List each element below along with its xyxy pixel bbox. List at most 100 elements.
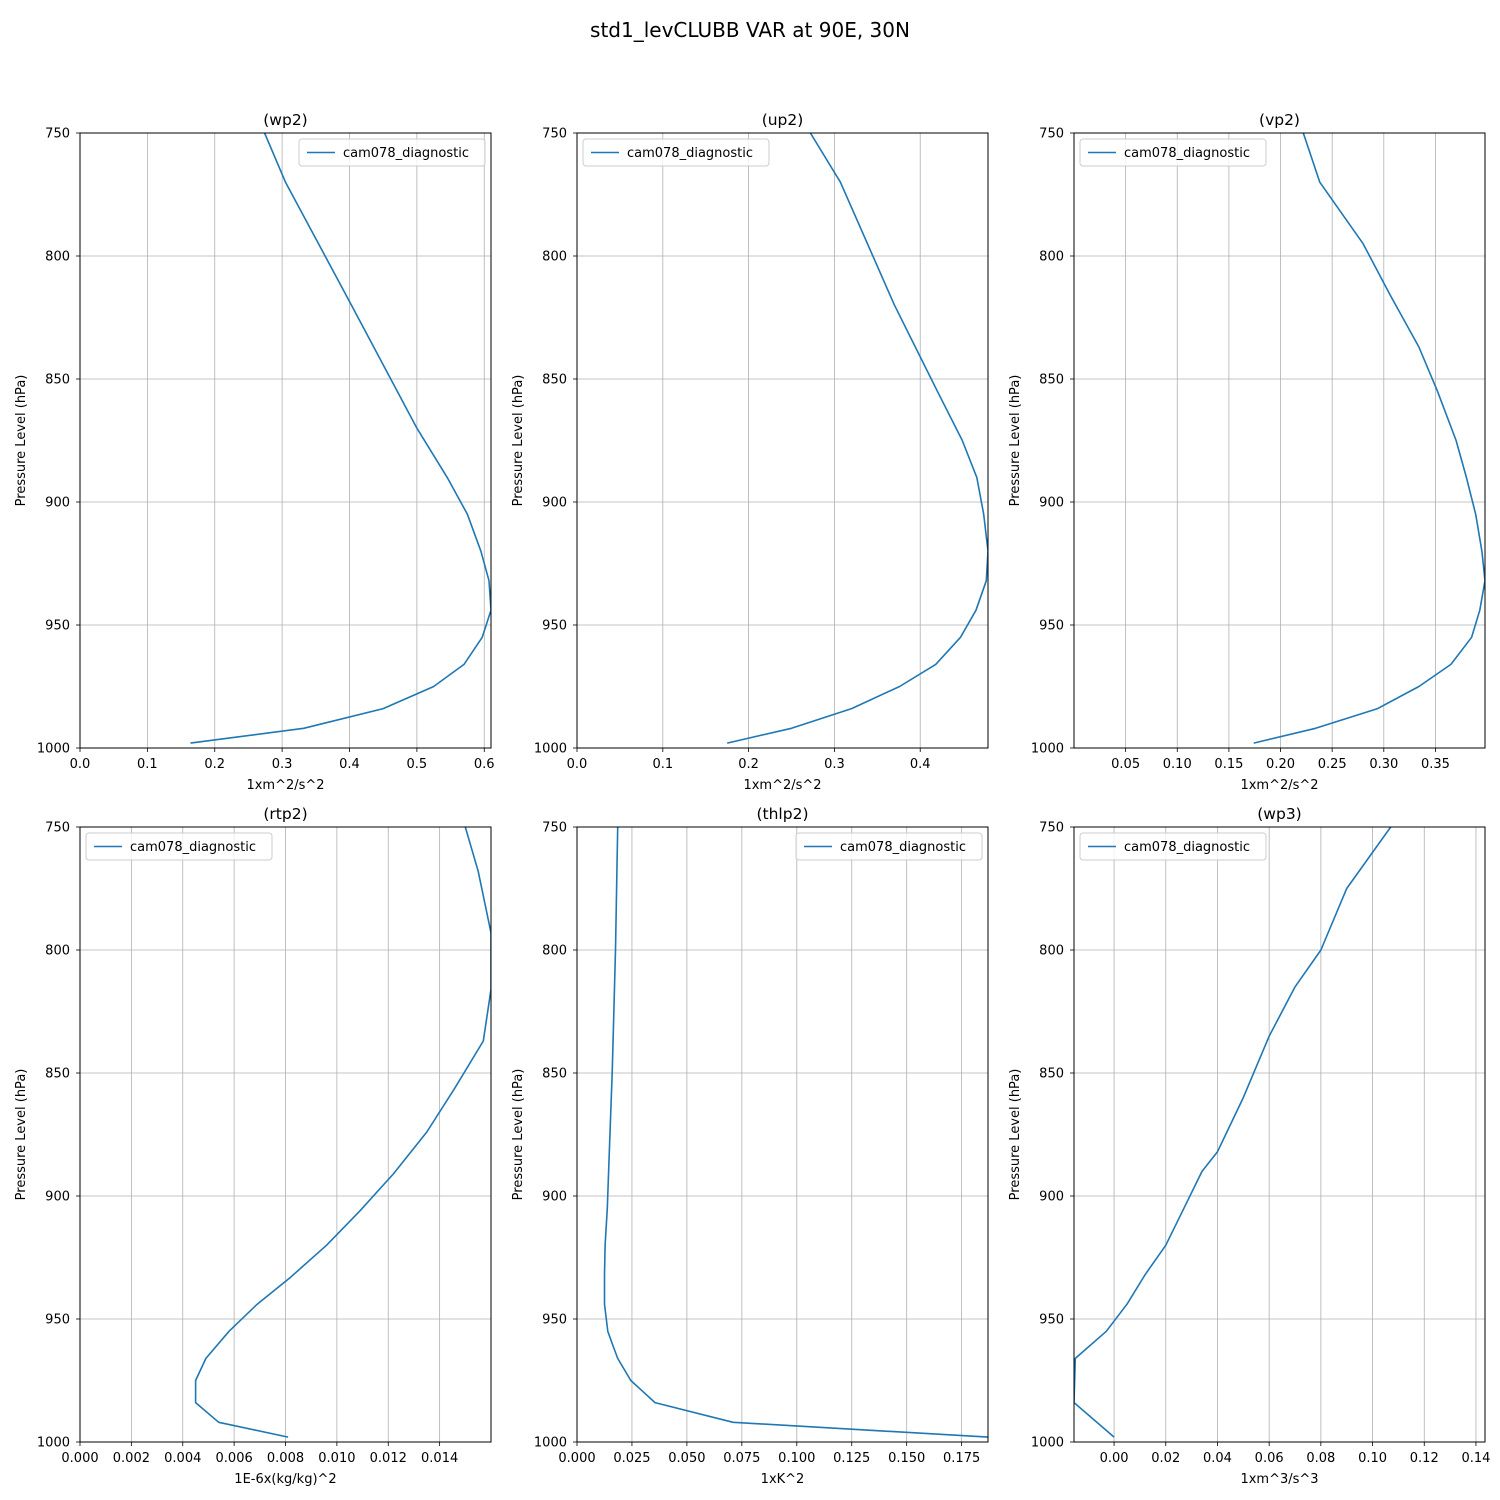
x-tick-label: 0.30	[1369, 757, 1398, 772]
y-tick-label: 900	[1039, 496, 1064, 511]
x-tick-label: 0.0	[70, 757, 91, 772]
y-axis-label: Pressure Level (hPa)	[511, 1069, 526, 1201]
y-axis-label: Pressure Level (hPa)	[511, 375, 526, 507]
y-tick-label: 1000	[1031, 742, 1064, 757]
y-axis-label: Pressure Level (hPa)	[1008, 375, 1023, 507]
x-tick-label: 0.4	[339, 757, 360, 772]
legend: cam078_diagnostic	[298, 138, 486, 167]
y-tick-label: 1000	[534, 742, 567, 757]
y-tick-label: 850	[542, 373, 567, 388]
x-tick-label: 0.025	[613, 1451, 650, 1466]
x-axis-label: 1xm^2/s^2	[1240, 778, 1318, 793]
y-tick-label: 1000	[1031, 1436, 1064, 1451]
y-tick-label: 800	[45, 250, 70, 265]
legend-label: cam078_diagnostic	[1124, 146, 1250, 161]
x-tick-label: 0.35	[1421, 757, 1450, 772]
x-tick-label: 0.125	[833, 1451, 870, 1466]
x-tick-label: 0.6	[474, 757, 495, 772]
axes-frame	[79, 132, 492, 749]
y-tick-label: 750	[542, 127, 567, 142]
y-tick-label: 800	[1039, 250, 1064, 265]
series-line	[603, 827, 988, 1438]
x-tick-label: 0.0	[567, 757, 588, 772]
x-tick-label: 0.08	[1306, 1451, 1335, 1466]
x-tick-label: 0.2	[204, 757, 225, 772]
x-tick-label: 0.050	[668, 1451, 705, 1466]
figure-title: std1_levCLUBB VAR at 90E, 30N	[590, 18, 910, 42]
y-tick-label: 950	[45, 1313, 70, 1328]
panel-title: (vp2)	[1259, 111, 1300, 129]
series-line	[194, 827, 491, 1438]
y-tick-label: 800	[45, 944, 70, 959]
x-tick-label: 0.12	[1410, 1451, 1439, 1466]
y-tick-label: 950	[542, 619, 567, 634]
legend-box	[298, 138, 486, 167]
y-tick-label: 850	[1039, 1067, 1064, 1082]
x-tick-label: 0.175	[943, 1451, 980, 1466]
series-line	[190, 133, 491, 744]
x-tick-label: 0.3	[824, 757, 845, 772]
x-tick-label: 0.00	[1100, 1451, 1129, 1466]
axes-frame	[576, 132, 989, 749]
panel-up2: 0.0 0.1 0.2 0.3 0.4 750 800 850 900 950 1000 (up2) 1…	[511, 111, 989, 793]
y-tick-label: 950	[45, 619, 70, 634]
panel-title: (wp3)	[1257, 805, 1301, 823]
y-axis-label: Pressure Level (hPa)	[14, 1069, 29, 1201]
y-tick-label: 950	[1039, 619, 1064, 634]
y-axis-label: Pressure Level (hPa)	[14, 375, 29, 507]
y-tick-label: 750	[542, 821, 567, 836]
y-tick-label: 900	[1039, 1190, 1064, 1205]
x-tick-label: 0.10	[1163, 757, 1192, 772]
y-tick-label: 900	[45, 1190, 70, 1205]
x-tick-label: 0.15	[1214, 757, 1243, 772]
y-tick-label: 800	[542, 250, 567, 265]
y-tick-label: 900	[542, 1190, 567, 1205]
series-line	[727, 133, 988, 744]
x-tick-label: 0.1	[137, 757, 158, 772]
panel-title: (thlp2)	[756, 805, 808, 823]
y-tick-label: 850	[1039, 373, 1064, 388]
panel-wp2: 0.0 0.1 0.2 0.3 0.4 0.5 0.6 750 800 850 900 950 1000…	[14, 111, 495, 793]
x-tick-label: 0.150	[888, 1451, 925, 1466]
legend-label: cam078_diagnostic	[130, 840, 256, 855]
axes-frame	[1073, 132, 1486, 749]
panel-title: (wp2)	[263, 111, 307, 129]
y-tick-label: 900	[45, 496, 70, 511]
legend-box	[1079, 832, 1267, 861]
x-tick-label: 0.04	[1203, 1451, 1232, 1466]
x-tick-label: 0.3	[272, 757, 293, 772]
x-tick-label: 0.012	[370, 1451, 407, 1466]
legend-box	[582, 138, 770, 167]
legend-box	[795, 832, 983, 861]
series-line	[1074, 827, 1392, 1438]
legend: cam078_diagnostic	[1079, 138, 1267, 167]
y-tick-label: 950	[542, 1313, 567, 1328]
panel-vp2: 0.05 0.10 0.15 0.20 0.25 0.30 0.35 750 800 850 900…	[1008, 111, 1486, 793]
x-tick-label: 0.4	[910, 757, 931, 772]
x-axis-label: 1xm^3/s^3	[1240, 1472, 1318, 1487]
legend-label: cam078_diagnostic	[627, 146, 753, 161]
x-tick-label: 0.2	[738, 757, 759, 772]
legend: cam078_diagnostic	[1079, 832, 1267, 861]
x-axis-label: 1xm^2/s^2	[743, 778, 821, 793]
y-tick-label: 850	[542, 1067, 567, 1082]
y-tick-label: 750	[1039, 127, 1064, 142]
panel-title: (rtp2)	[263, 805, 307, 823]
legend-box	[1079, 138, 1267, 167]
y-tick-label: 750	[1039, 821, 1064, 836]
y-tick-label: 800	[1039, 944, 1064, 959]
x-tick-label: 0.14	[1461, 1451, 1490, 1466]
x-tick-label: 0.000	[61, 1451, 98, 1466]
x-tick-label: 0.10	[1358, 1451, 1387, 1466]
x-tick-label: 0.25	[1318, 757, 1347, 772]
panel-rtp2: 0.000 0.002 0.004 0.006 0.008 0.010 0.012 0.014…	[14, 805, 492, 1487]
legend: cam078_diagnostic	[85, 832, 273, 861]
x-tick-label: 0.008	[267, 1451, 304, 1466]
legend: cam078_diagnostic	[582, 138, 770, 167]
legend-box	[85, 832, 273, 861]
y-tick-label: 850	[45, 373, 70, 388]
panel-thlp2: 0.000 0.025 0.050 0.075 0.100 0.125 0.150 0.175…	[511, 805, 989, 1487]
x-tick-label: 0.20	[1266, 757, 1295, 772]
panel-wp3: 0.00 0.02 0.04 0.06 0.08 0.10 0.12 0.14 750 800 85…	[1008, 805, 1490, 1487]
